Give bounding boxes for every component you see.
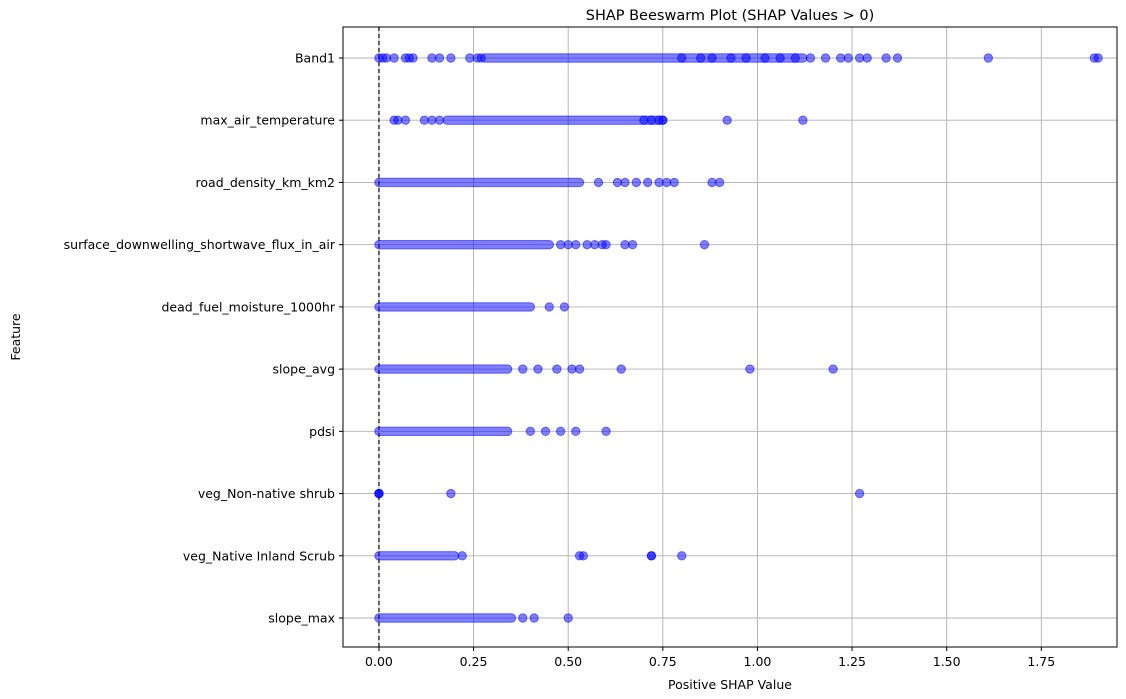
- y-tick-label: road_density_km_km2: [196, 175, 335, 190]
- data-point-cluster: [374, 302, 536, 312]
- data-point: [578, 551, 589, 561]
- data-point: [529, 613, 539, 623]
- data-point-cluster: [374, 239, 554, 250]
- data-point: [620, 177, 630, 188]
- y-tick-label: dead_fuel_moisture_1000hr: [161, 299, 335, 314]
- data-point: [677, 551, 687, 561]
- data-point: [571, 239, 581, 250]
- data-point: [544, 302, 554, 312]
- data-point: [389, 53, 399, 63]
- plot-frame: [342, 26, 1118, 648]
- data-point: [820, 53, 831, 63]
- data-point: [631, 177, 642, 188]
- data-point: [760, 53, 770, 63]
- data-point: [1093, 53, 1103, 63]
- y-tick-label: pdsi: [309, 424, 335, 439]
- data-point: [805, 53, 816, 63]
- x-tick-label: 1.50: [933, 654, 961, 669]
- data-point: [408, 53, 418, 63]
- data-point: [726, 53, 736, 63]
- data-point: [574, 364, 585, 374]
- y-tick-label: max_air_temperature: [200, 113, 335, 128]
- data-point: [798, 115, 808, 125]
- y-tick-label: veg_Non-native shrub: [198, 486, 335, 501]
- data-point: [457, 551, 467, 561]
- data-point: [518, 613, 528, 623]
- x-tick-label: 1.75: [1027, 654, 1055, 669]
- data-point: [983, 53, 994, 63]
- data-point: [593, 177, 604, 188]
- y-tick-label: veg_Native Inland Scrub: [183, 548, 335, 563]
- data-point: [434, 53, 445, 63]
- data-point: [555, 426, 566, 437]
- data-points: [374, 53, 1103, 623]
- data-point: [446, 53, 456, 63]
- x-tick-label: 1.00: [744, 654, 772, 669]
- data-point: [707, 53, 717, 63]
- data-point: [552, 364, 562, 374]
- y-axis-label: Feature: [8, 313, 23, 361]
- data-point: [616, 364, 626, 374]
- data-point: [658, 115, 668, 125]
- data-point: [434, 115, 445, 125]
- x-tick-label: 0.25: [460, 654, 488, 669]
- data-point: [627, 239, 638, 250]
- y-tick-label: Band1: [295, 51, 335, 66]
- data-point: [400, 115, 411, 125]
- data-point: [695, 53, 706, 63]
- chart-title: SHAP Beeswarm Plot (SHAP Values > 0): [586, 8, 875, 24]
- y-tick-label: slope_max: [268, 611, 335, 626]
- data-point: [374, 488, 384, 499]
- y-tick-label: slope_avg: [273, 362, 336, 377]
- x-axis-ticks: 0.00 0.25 0.50 0.75 1.00 1.25 1.50 1.75: [365, 647, 1055, 669]
- data-point: [714, 177, 725, 188]
- data-point: [601, 426, 611, 437]
- data-point-cluster: [374, 177, 585, 188]
- data-point: [722, 115, 732, 125]
- data-point: [699, 239, 710, 250]
- data-point: [518, 364, 528, 374]
- data-point: [563, 613, 573, 623]
- data-point-cluster: [480, 53, 687, 63]
- data-point: [790, 53, 800, 63]
- data-point: [741, 53, 751, 63]
- x-tick-label: 0.50: [554, 654, 582, 669]
- x-tick-label: 0.75: [649, 654, 677, 669]
- data-point: [862, 53, 872, 63]
- y-axis-ticks: Band1 max_air_temperature road_density_km_…: [64, 51, 343, 626]
- data-point: [745, 364, 755, 374]
- data-point: [446, 488, 456, 499]
- data-point: [525, 426, 536, 437]
- data-point: [646, 551, 657, 561]
- x-tick-label: 0.00: [365, 654, 393, 669]
- data-point: [533, 364, 543, 374]
- data-point-cluster: [374, 613, 517, 623]
- data-point: [476, 53, 486, 63]
- data-point: [854, 488, 865, 499]
- data-point: [540, 426, 551, 437]
- data-point: [881, 53, 891, 63]
- data-point-cluster: [442, 115, 668, 125]
- data-point: [828, 364, 838, 374]
- data-point: [843, 53, 853, 63]
- data-point: [775, 53, 785, 63]
- data-point: [642, 177, 653, 188]
- data-point-cluster: [374, 364, 513, 374]
- x-tick-label: 1.25: [838, 654, 866, 669]
- data-point: [669, 177, 679, 188]
- y-tick-label: surface_downwelling_shortwave_flux_in_ai…: [64, 237, 336, 252]
- data-point: [571, 426, 581, 437]
- plot-area: 0.00 0.25 0.50 0.75 1.00 1.25 1.50 1.75 Band1 ma…: [64, 26, 1118, 669]
- data-point: [601, 239, 611, 250]
- data-point: [559, 302, 570, 312]
- data-point: [892, 53, 903, 63]
- x-axis-label: Positive SHAP Value: [668, 677, 792, 692]
- data-point-cluster: [374, 426, 513, 437]
- data-point-cluster: [374, 551, 460, 561]
